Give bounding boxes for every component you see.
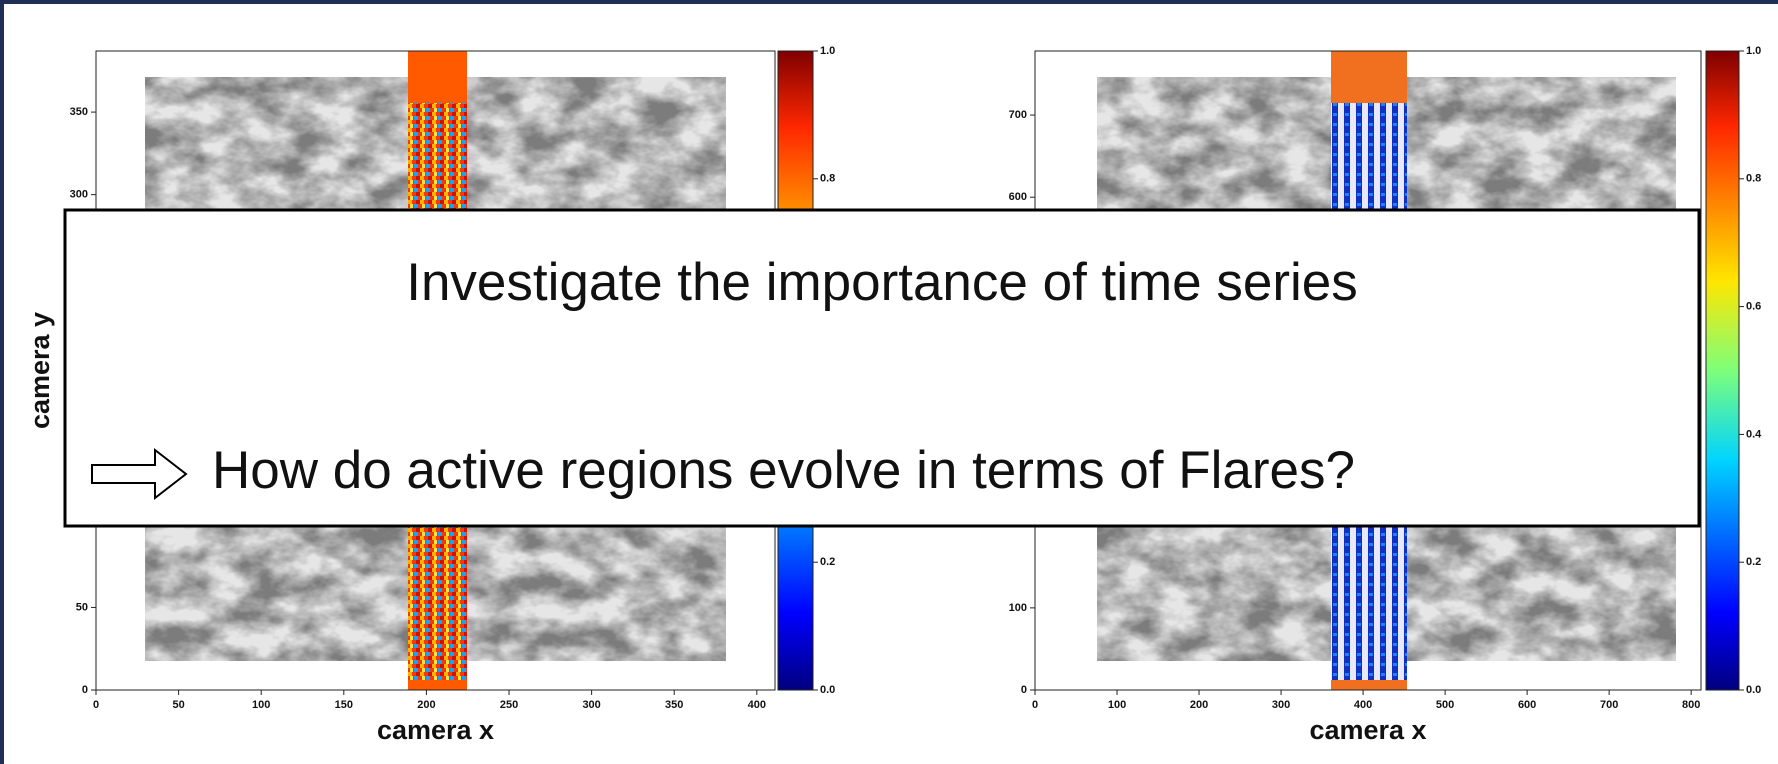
colorbar-tick-label: 0.0 [820, 684, 835, 696]
x-tick-label: 0 [93, 699, 99, 711]
x-tick-label: 700 [1600, 699, 1618, 711]
y-tick-label: 300 [70, 189, 88, 201]
colorbar-tick-label: 0.8 [820, 173, 835, 185]
y-tick-label: 0 [1021, 684, 1027, 696]
y-tick-label: 100 [1009, 602, 1027, 614]
x-axis-label: camera x [377, 715, 494, 745]
colorbar-tick-label: 0.2 [1746, 556, 1761, 568]
x-axis-label: camera x [1309, 715, 1426, 745]
overlay-title: Investigate the importance of time serie… [406, 253, 1358, 312]
x-tick-label: 50 [172, 699, 184, 711]
y-tick-label: 350 [70, 106, 88, 118]
x-tick-label: 0 [1032, 699, 1038, 711]
y-tick-label: 600 [1009, 191, 1027, 203]
x-tick-label: 600 [1518, 699, 1536, 711]
x-tick-label: 100 [252, 699, 270, 711]
colorbar-tick-label: 0.2 [820, 556, 835, 568]
x-tick-label: 350 [665, 699, 683, 711]
x-tick-label: 250 [500, 699, 518, 711]
x-tick-label: 400 [748, 699, 766, 711]
x-tick-label: 800 [1682, 699, 1700, 711]
colorbar-tick-label: 0.8 [1746, 173, 1761, 185]
colorbar-tick-label: 0.0 [1746, 684, 1761, 696]
x-tick-label: 300 [1272, 699, 1290, 711]
x-tick-label: 300 [582, 699, 600, 711]
overlay: Investigate the importance of time serie… [65, 210, 1699, 526]
heatmap-top [1331, 51, 1407, 103]
x-tick-label: 200 [1190, 699, 1208, 711]
x-tick-label: 500 [1436, 699, 1454, 711]
x-tick-label: 200 [417, 699, 435, 711]
colorbar-tick-label: 0.6 [1746, 301, 1761, 313]
x-tick-label: 100 [1108, 699, 1126, 711]
slide: 0 50 100 150 200 250 300 350 400 0 50 300 350 camera … [0, 0, 1778, 764]
heatmap-bottom [408, 680, 467, 690]
left-border [0, 0, 4, 764]
y-axis-label: camera y [25, 312, 55, 429]
y-tick-label: 0 [82, 684, 88, 696]
page: 0 50 100 150 200 250 300 350 400 0 50 300 350 camera … [0, 0, 1778, 764]
top-border [0, 0, 1778, 4]
y-tick-label: 700 [1009, 109, 1027, 121]
heatmap-bottom [1331, 680, 1407, 690]
colorbar [1706, 51, 1739, 690]
x-tick-label: 150 [335, 699, 353, 711]
colorbar-tick-label: 1.0 [820, 45, 835, 57]
x-tick-label: 400 [1354, 699, 1372, 711]
colorbar-tick-label: 1.0 [1746, 45, 1761, 57]
heatmap-top [408, 51, 467, 103]
overlay-point: How do active regions evolve in terms of… [212, 441, 1355, 500]
y-tick-label: 50 [76, 601, 88, 613]
colorbar-tick-label: 0.4 [1746, 428, 1762, 440]
